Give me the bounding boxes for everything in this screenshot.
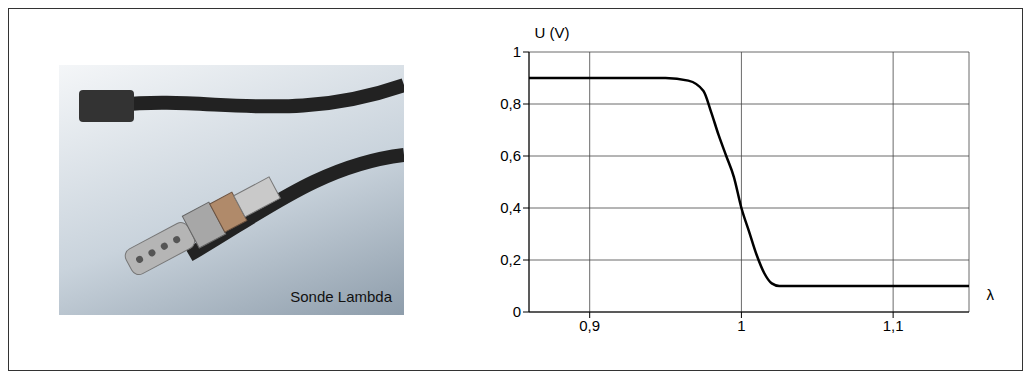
svg-text:0,4: 0,4	[500, 199, 521, 216]
svg-text:0,6: 0,6	[500, 147, 521, 164]
svg-text:0,9: 0,9	[579, 317, 600, 334]
svg-text:U (V): U (V)	[535, 24, 570, 41]
svg-text:0: 0	[513, 303, 521, 320]
svg-text:1: 1	[737, 317, 745, 334]
svg-text:1,1: 1,1	[883, 317, 904, 334]
svg-text:0,2: 0,2	[500, 251, 521, 268]
html-text:Sonde Lambda: Sonde Lambda	[290, 287, 392, 305]
svg-text:λ: λ	[987, 286, 995, 303]
svg-text:1: 1	[513, 43, 521, 60]
svg-text:0,8: 0,8	[500, 95, 521, 112]
